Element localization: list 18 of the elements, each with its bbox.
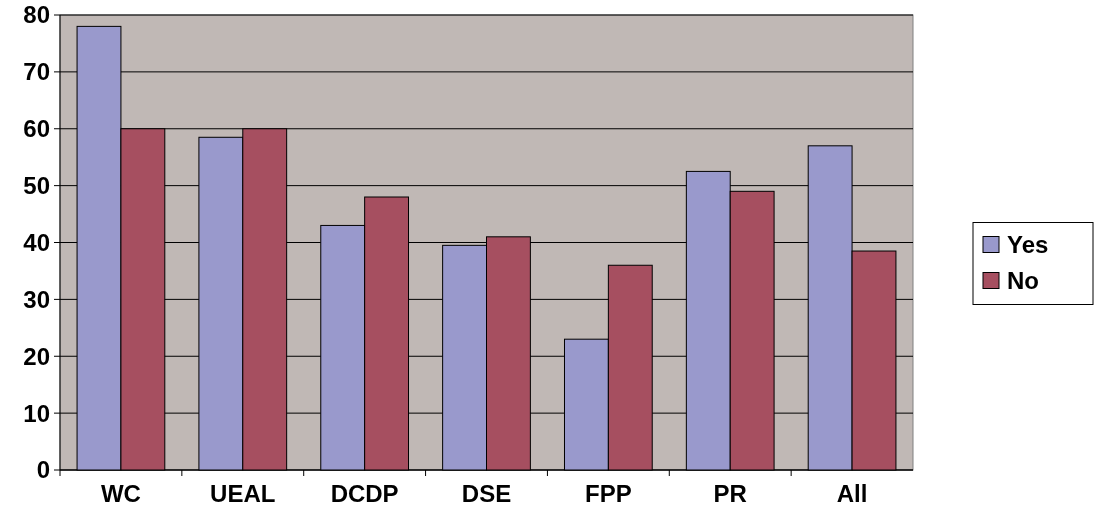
y-tick-label: 10 — [23, 399, 50, 427]
legend-label: Yes — [1007, 230, 1049, 258]
y-tick-label: 80 — [23, 1, 50, 29]
x-tick-label: PR — [713, 480, 747, 507]
y-tick-label: 40 — [23, 228, 50, 256]
y-tick-label: 0 — [36, 456, 50, 484]
y-tick-label: 70 — [23, 58, 50, 86]
y-tick-label: 60 — [23, 115, 50, 143]
y-tick-label: 20 — [23, 342, 50, 370]
y-tick-label: 30 — [23, 285, 50, 313]
x-tick-label: All — [836, 480, 868, 507]
x-tick-label: DCDP — [330, 480, 399, 507]
x-tick-label: DSE — [461, 480, 512, 507]
x-tick-label: WC — [100, 480, 141, 507]
y-tick-label: 50 — [23, 172, 50, 200]
x-tick-label: FPP — [585, 480, 632, 507]
x-tick-label: UEAL — [210, 480, 276, 507]
legend-label: No — [1007, 266, 1039, 294]
